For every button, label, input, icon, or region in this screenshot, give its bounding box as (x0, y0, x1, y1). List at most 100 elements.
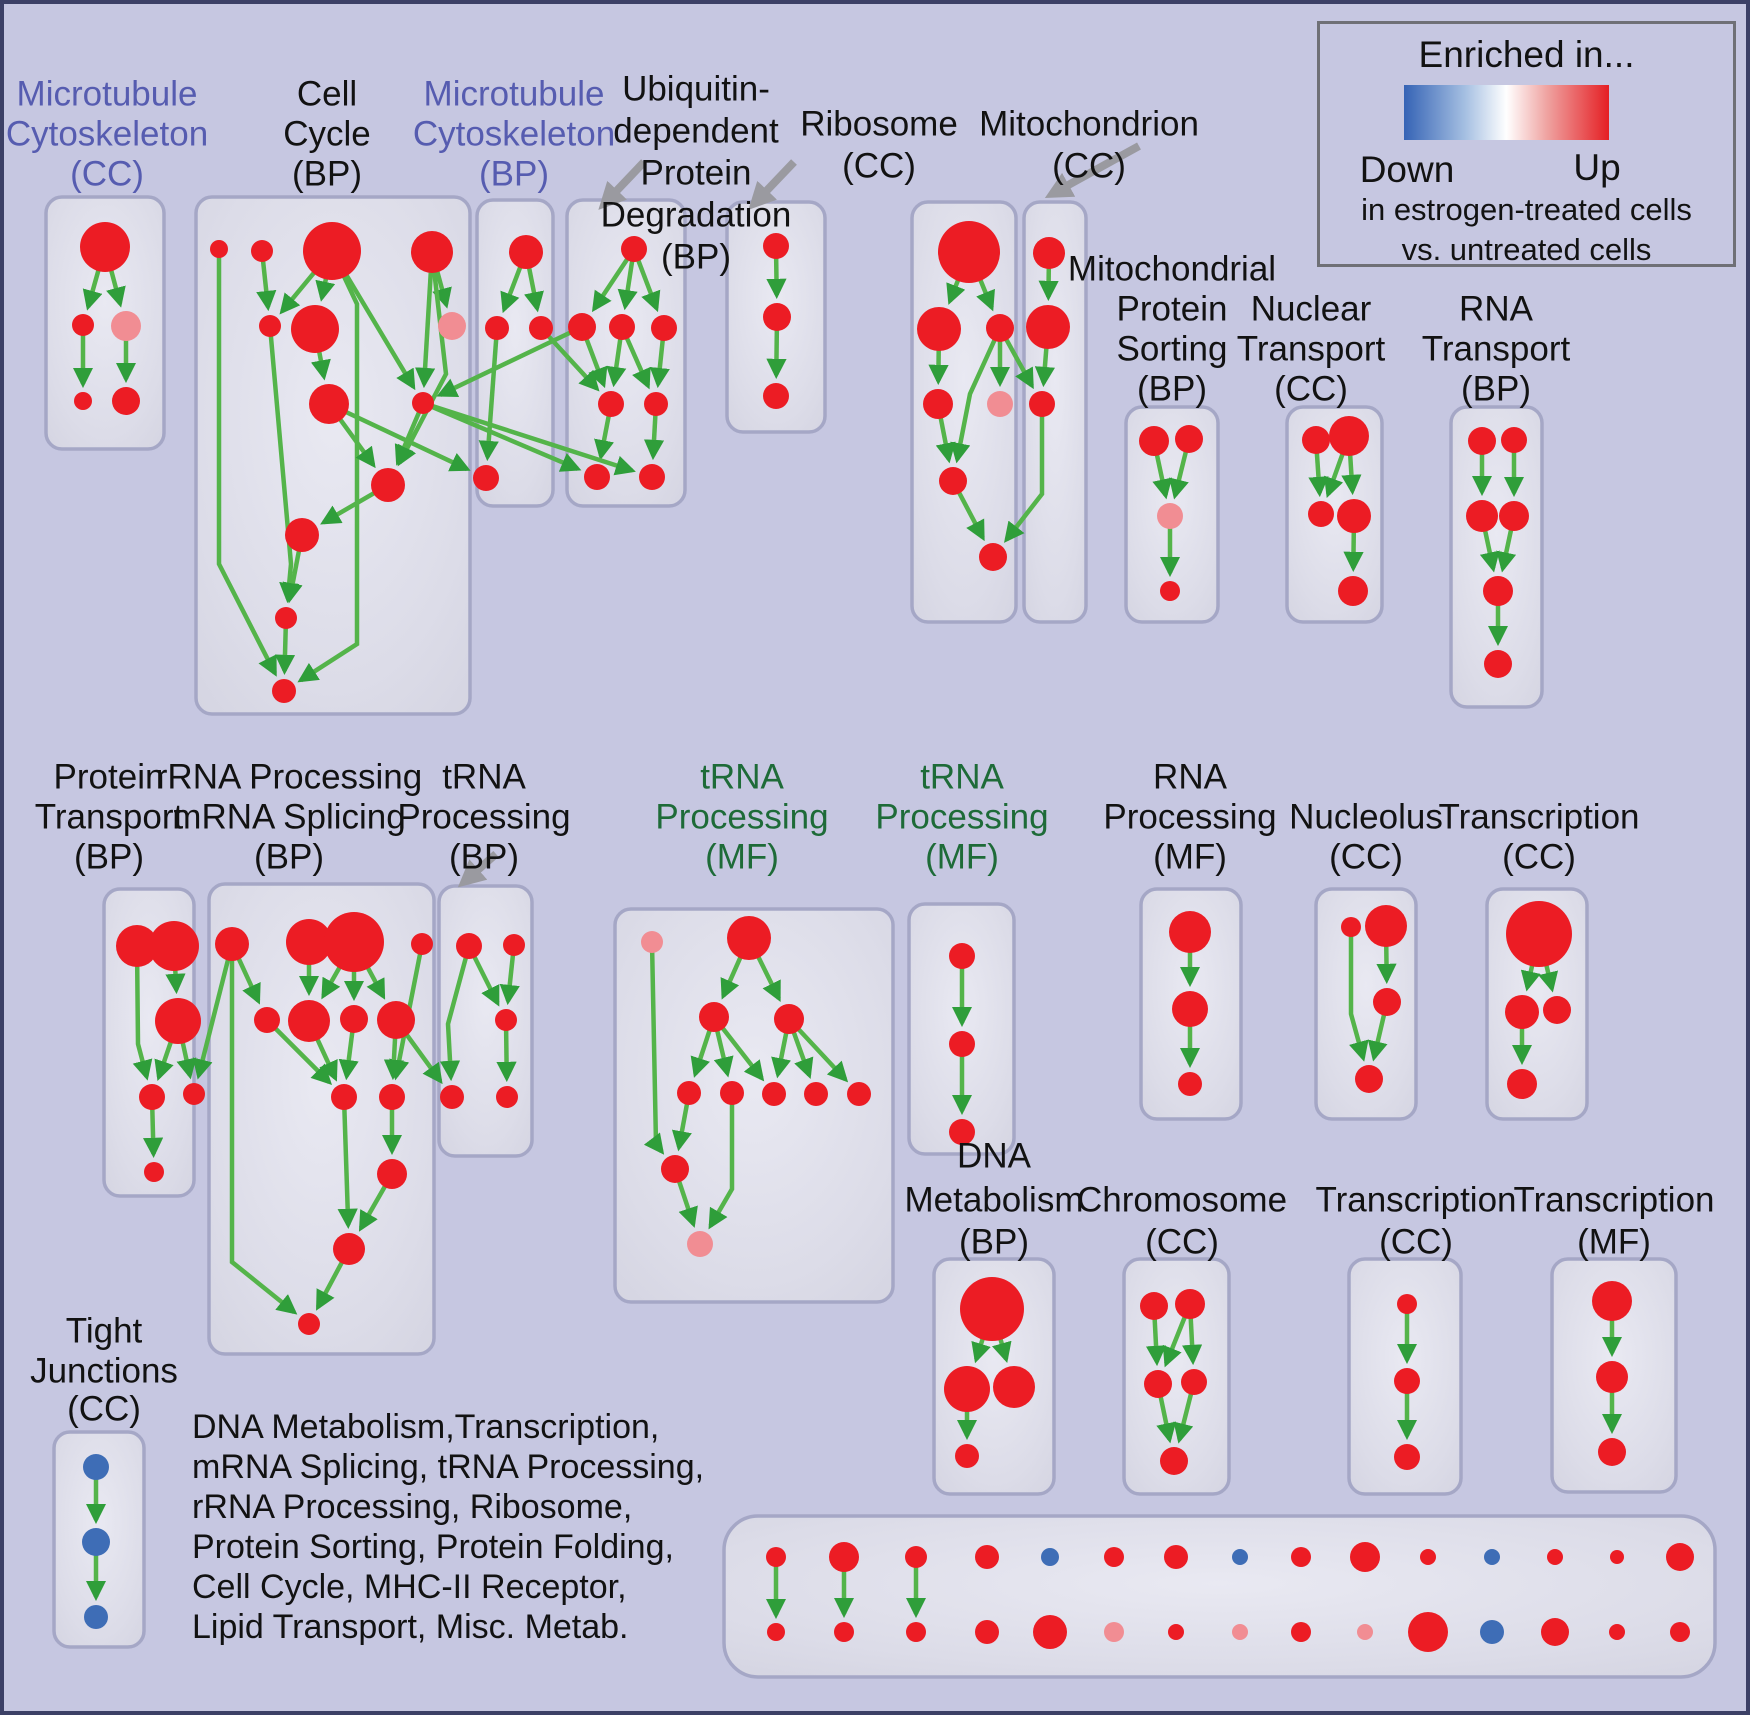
go-term-node (1169, 911, 1211, 953)
label-pointer-arrow-icon (748, 159, 797, 210)
go-term-node (309, 384, 349, 424)
label-pointer-arrow-icon (598, 159, 647, 210)
go-term-node (1484, 650, 1512, 678)
go-term-node (438, 312, 466, 340)
go-term-node (979, 543, 1007, 571)
go-term-node (1144, 1370, 1172, 1398)
legend-down-label: Down (1359, 149, 1455, 190)
go-term-node (955, 1444, 979, 1468)
go-term-node (496, 1086, 518, 1108)
go-term-node (651, 315, 677, 341)
go-term-node (767, 1623, 785, 1641)
go-term-node (1357, 1624, 1373, 1640)
go-term-node (1160, 1447, 1188, 1475)
go-term-node (1480, 1620, 1504, 1644)
go-term-node (412, 392, 434, 414)
cluster-box-nuc (1314, 887, 1418, 1121)
go-term-node (1610, 1550, 1624, 1564)
go-term-node (1420, 1549, 1436, 1565)
legend-gradient-bar (1404, 85, 1609, 140)
relation-arrow (436, 324, 583, 397)
relation-arrow (192, 943, 235, 1080)
go-term-node (762, 1082, 786, 1106)
annotation-line-4: Protein Sorting, Protein Folding, (192, 1528, 674, 1566)
go-term-node (303, 222, 361, 280)
go-term-node (1033, 237, 1065, 269)
go-term-node (1541, 1618, 1569, 1646)
relation-arrow (422, 400, 636, 476)
go-term-node (251, 240, 273, 262)
go-term-node (377, 1159, 407, 1189)
go-term-node (1338, 576, 1368, 606)
go-term-node (82, 1528, 110, 1556)
go-term-node (1140, 1292, 1168, 1320)
go-term-node (949, 1119, 975, 1145)
cluster-box-grid (722, 1514, 1717, 1679)
go-term-node (1041, 1548, 1059, 1566)
relation-arrow (539, 326, 600, 392)
go-term-node (149, 921, 199, 971)
go-term-node (766, 1547, 786, 1567)
go-term-node (324, 912, 384, 972)
label-pointer-arrow-icon (1044, 142, 1141, 198)
go-term-node (72, 314, 94, 336)
go-term-node (509, 235, 543, 269)
relation-arrow (265, 1018, 333, 1086)
cluster-box-rrn (207, 882, 436, 1356)
go-term-node (938, 221, 1000, 283)
go-term-node (829, 1542, 859, 1572)
go-term-node (272, 679, 296, 703)
cluster-box-mcb (475, 198, 555, 508)
go-term-node (1666, 1543, 1694, 1571)
go-term-node (1178, 1072, 1202, 1096)
go-term-node (1484, 1549, 1500, 1565)
go-term-node (1499, 501, 1529, 531)
relation-arrow (328, 401, 471, 472)
go-term-node (1181, 1369, 1207, 1395)
go-term-node (1175, 1289, 1205, 1319)
relation-arrow (337, 1096, 358, 1230)
go-term-node (609, 314, 635, 340)
go-term-node (687, 1231, 713, 1257)
misc-categories-text: DNA Metabolism,Transcription, mRNA Splic… (192, 1407, 704, 1647)
go-term-node (1175, 425, 1203, 453)
go-term-node (473, 465, 499, 491)
go-term-node (1104, 1622, 1124, 1642)
go-term-node (84, 1605, 108, 1629)
annotation-line-2: mRNA Splicing, tRNA Processing, (192, 1448, 705, 1486)
go-term-node (1483, 576, 1513, 606)
go-term-node (1026, 305, 1070, 349)
relation-arrow (397, 251, 449, 467)
relation-arrow (478, 327, 500, 462)
annotation-line-5: Cell Cycle, MHC-II Receptor, (192, 1568, 627, 1606)
go-term-node (371, 468, 405, 502)
go-term-node (1547, 1549, 1563, 1565)
go-term-node (529, 316, 553, 340)
go-term-node (1033, 1615, 1067, 1649)
legend-caption-line1: in estrogen-treated cells (1361, 192, 1692, 227)
go-term-node (155, 998, 201, 1044)
annotation-line-3: rRNA Processing, Ribosome, (192, 1488, 633, 1526)
go-term-node (1029, 391, 1055, 417)
go-term-node (288, 1000, 330, 1042)
go-term-node (377, 1001, 415, 1039)
go-term-node (568, 313, 596, 341)
go-term-node (720, 1081, 744, 1105)
go-term-node (661, 1155, 689, 1183)
go-term-node (1355, 1065, 1383, 1093)
label-pointer-arrow-icon (457, 850, 499, 888)
go-term-node (340, 1005, 368, 1033)
go-term-node (291, 305, 339, 353)
go-term-node (774, 1004, 804, 1034)
go-term-node (1350, 1542, 1380, 1572)
relation-arrow (1004, 404, 1045, 543)
go-term-node (1609, 1624, 1625, 1640)
go-term-node (1507, 1069, 1537, 1099)
go-term-node (1139, 426, 1169, 456)
go-term-node (440, 1085, 464, 1109)
go-term-node (331, 1084, 357, 1110)
go-term-node (598, 391, 624, 417)
go-term-node (112, 387, 140, 415)
go-term-node (210, 240, 228, 258)
go-term-node (1670, 1622, 1690, 1642)
